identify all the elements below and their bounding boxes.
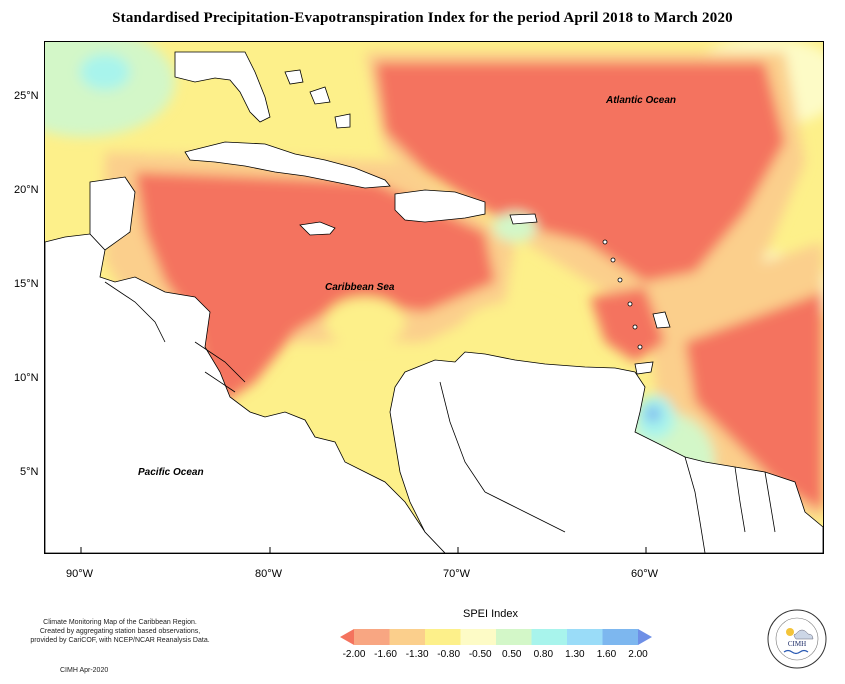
spei-field <box>45 42 823 522</box>
graticule-ticks <box>80 547 647 553</box>
legend-swatch <box>340 629 354 645</box>
label-atlantic-ocean: Atlantic Ocean <box>606 95 677 106</box>
map-canvas <box>45 42 823 553</box>
lat-label-20n: 20°N <box>14 184 39 196</box>
legend-tick-label: -1.60 <box>374 649 397 660</box>
wave-icon <box>783 649 809 655</box>
map-title: Standardised Precipitation-Evapotranspir… <box>112 10 733 26</box>
legend-ticks: -2.00 -1.60 -1.30 -0.80 -0.50 0.50 0.80 1.30 1.6… <box>340 649 650 663</box>
lon-label-60w: 60°W <box>631 568 659 580</box>
label-pacific-ocean: Pacific Ocean <box>138 467 204 478</box>
legend-tick-label: -0.80 <box>437 649 461 660</box>
legend-tick-label: 0.50 <box>502 649 522 660</box>
legend-tick-label: -0.50 <box>468 649 492 660</box>
label-caribbean-sea: Caribbean Sea <box>325 282 395 293</box>
lat-label-25n: 25°N <box>14 90 39 102</box>
lat-label-5n: 5°N <box>20 466 39 478</box>
sun-icon <box>786 628 794 636</box>
spei-map <box>44 41 824 554</box>
legend-swatch <box>354 629 390 645</box>
footer-description: Climate Monitoring Map of the Caribbean … <box>10 618 230 645</box>
lon-label-70w: 70°W <box>443 568 471 580</box>
logo-text: CIMH <box>788 640 806 648</box>
legend-swatch <box>567 629 603 645</box>
legend-tick-label: 1.30 <box>565 649 585 660</box>
legend-tick-label: 1.60 <box>596 649 617 660</box>
footer-line-3: provided by CariCOF, with NCEP/NCAR Rean… <box>30 637 210 644</box>
legend-tick-label: 2.00 <box>628 649 648 660</box>
footer-line-1: Climate Monitoring Map of the Caribbean … <box>43 619 197 626</box>
lon-label-90w: 90°W <box>66 568 94 580</box>
legend-swatch <box>638 629 652 645</box>
legend-colorbar <box>340 629 652 645</box>
footer-line-2: Created by aggregating station based obs… <box>39 628 201 635</box>
lat-label-15n: 15°N <box>14 278 39 290</box>
legend-swatch <box>460 629 497 645</box>
legend-swatch <box>602 629 639 645</box>
legend-swatch <box>389 629 426 645</box>
cimh-logo: CIMH <box>767 609 827 669</box>
legend-tick-label: -2.00 <box>342 649 366 660</box>
legend-tick-label: -1.30 <box>405 649 429 660</box>
lon-label-80w: 80°W <box>255 568 283 580</box>
cloud-icon <box>793 629 814 640</box>
legend-tick-label: 0.80 <box>533 649 554 660</box>
footer-date: CIMH Apr-2020 <box>60 667 109 674</box>
legend-swatch <box>425 629 461 645</box>
landmasses <box>45 51 823 553</box>
legend-swatch <box>496 629 532 645</box>
lat-label-10n: 10°N <box>14 372 39 384</box>
legend-title: SPEI Index <box>463 608 519 620</box>
legend-swatch <box>531 629 568 645</box>
